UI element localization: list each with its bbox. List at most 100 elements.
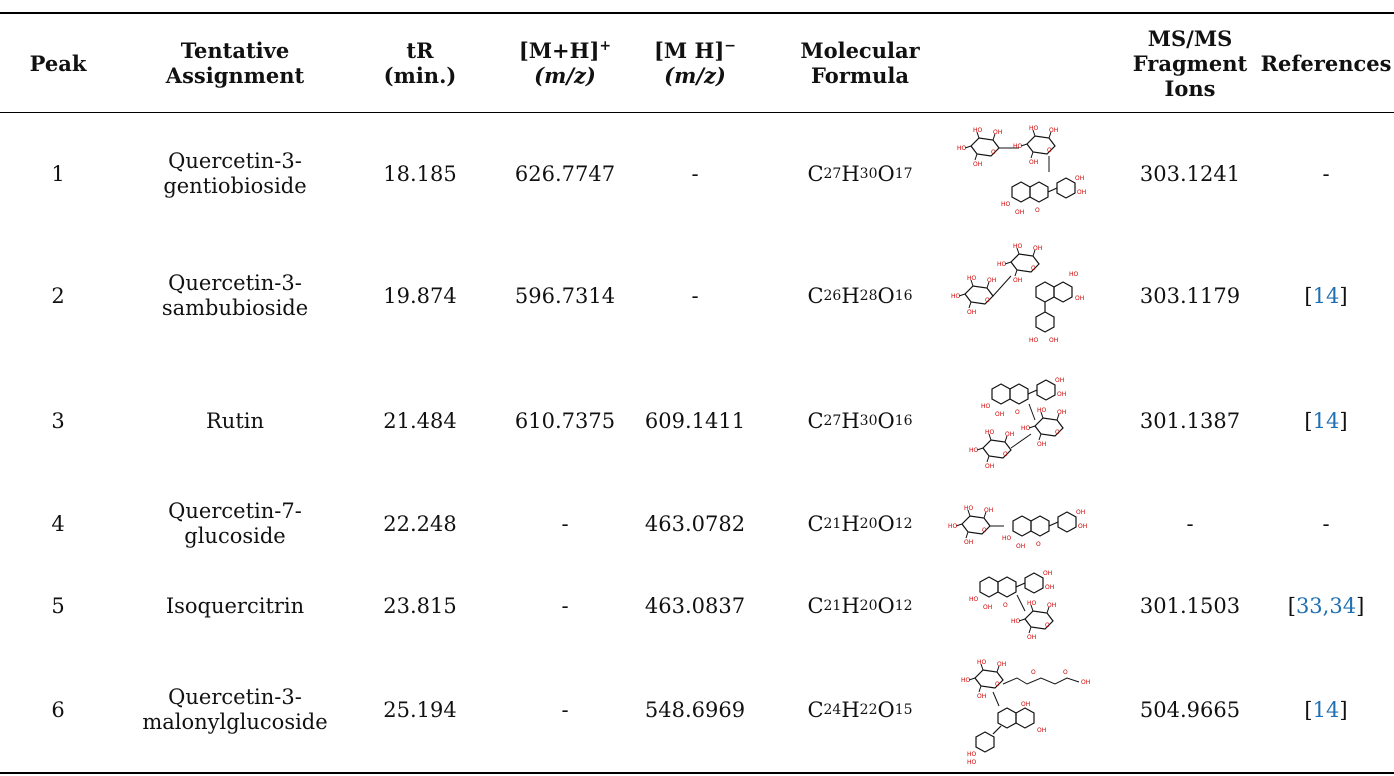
row1-formula: C 27 H 30 O 17 — [807, 161, 913, 186]
row5-reference-link[interactable]: [33,34] — [1287, 593, 1365, 618]
header-assignment: Tentative Assignment — [150, 14, 320, 112]
svg-text:OH: OH — [1081, 679, 1090, 686]
row2-mh-positive: 596.7314 — [514, 283, 616, 308]
table-top-rule — [0, 12, 1394, 14]
row5-tr: 23.815 — [383, 593, 457, 618]
header-mh-positive-line1: [M+H]+ — [519, 38, 611, 63]
row3-peak: 3 — [51, 408, 65, 433]
header-formula-line1: Molecular — [800, 38, 920, 63]
row3-tr: 21.484 — [383, 408, 457, 433]
header-formula: Molecular Formula — [790, 14, 930, 112]
row1-structure-image — [940, 118, 1110, 230]
header-mh-positive-line2: (m/z) — [534, 63, 596, 88]
svg-text:OH: OH — [1049, 337, 1058, 344]
row3-mh-positive: 610.7375 — [514, 408, 616, 433]
header-tr-line1: tR — [406, 38, 434, 63]
row5-references: [33,34] — [1264, 564, 1388, 648]
row1-tr: 18.185 — [383, 161, 457, 186]
header-peak: Peak — [20, 14, 96, 112]
svg-text:O: O — [1063, 669, 1068, 676]
row6-reference-link[interactable]: [14] — [1304, 697, 1348, 722]
row6-mh-negative: 548.6969 — [644, 697, 746, 722]
row1-mh-positive: 626.7747 — [514, 161, 616, 186]
header-msms: MS/MS Fragment Ions — [1120, 14, 1260, 112]
row5-mh-negative: 463.0837 — [644, 593, 746, 618]
row4-references: - — [1322, 511, 1330, 536]
row4-peak: 4 — [51, 511, 65, 536]
row5-msms: 301.1503 — [1139, 593, 1241, 618]
reference-number[interactable]: 14 — [1312, 283, 1340, 308]
header-assignment-line2: Assignment — [165, 63, 305, 88]
svg-text:HO: HO — [967, 759, 977, 766]
row4-mh-negative: 463.0782 — [644, 511, 746, 536]
header-mh-negative-text: [M H] — [653, 38, 725, 63]
row4-assignment: Quercetin-7- glucoside — [150, 486, 320, 562]
reference-number[interactable]: 33,34 — [1295, 593, 1357, 618]
header-mh-positive-charge: + — [599, 38, 612, 54]
reference-number[interactable]: 14 — [1312, 408, 1340, 433]
row1-assignment-line2: gentiobioside — [163, 174, 307, 198]
row2-peak: 2 — [51, 283, 65, 308]
header-msms-line2: Fragment — [1132, 50, 1248, 76]
row4-msms: - — [1186, 511, 1194, 536]
header-mh-negative: [M H]− (m/z) — [640, 14, 750, 112]
row1-references: - — [1322, 161, 1330, 186]
row6-assignment-line1: Quercetin-3- — [168, 685, 302, 709]
row5-peak: 5 — [51, 593, 65, 618]
row6-formula: C 24 H 22 O 15 — [807, 697, 913, 722]
row5-mh-positive: - — [561, 593, 569, 618]
row1-assignment: Quercetin-3- gentiobioside — [150, 118, 320, 230]
header-peak-label: Peak — [29, 50, 87, 76]
header-mh-negative-line1: [M H]− — [654, 38, 736, 63]
svg-text:HO: HO — [967, 751, 977, 758]
header-mh-positive-text: [M+H] — [518, 38, 600, 63]
table-bottom-rule — [0, 772, 1394, 774]
header-formula-line2: Formula — [811, 63, 909, 88]
row2-assignment-line1: Quercetin-3- — [168, 271, 302, 295]
row1-msms: 303.1241 — [1139, 161, 1241, 186]
row6-mh-positive: - — [561, 697, 569, 722]
svg-text:HO: HO — [1029, 337, 1039, 344]
row6-references: [14] — [1264, 650, 1388, 770]
row6-peak: 6 — [51, 697, 65, 722]
row2-formula: C 26 H 28 O 16 — [807, 283, 913, 308]
row1-assignment-line1: Quercetin-3- — [168, 149, 302, 173]
header-tr: tR (min.) — [370, 14, 470, 112]
svg-text:OH: OH — [1037, 727, 1046, 734]
row2-reference-link[interactable]: [14] — [1304, 283, 1348, 308]
svg-text:OH: OH — [1075, 295, 1084, 302]
row3-reference-link[interactable]: [14] — [1304, 408, 1348, 433]
row6-tr: 25.194 — [383, 697, 457, 722]
svg-text:HO: HO — [1069, 271, 1079, 278]
row6-structure-image: O O OH HO HO OH OH — [940, 650, 1110, 770]
row6-assignment-line2: malonylglucoside — [142, 710, 328, 734]
row2-assignment: Quercetin-3- sambubioside — [150, 240, 320, 352]
row4-structure-image — [940, 486, 1110, 562]
row3-assignment: Rutin — [150, 362, 320, 480]
svg-text:O: O — [1031, 669, 1036, 676]
row1-peak: 1 — [51, 161, 65, 186]
row5-structure-image — [940, 564, 1110, 648]
row3-msms: 301.1387 — [1139, 408, 1241, 433]
row2-structure-image: HO OH HO OH — [940, 240, 1110, 352]
row3-references: [14] — [1264, 362, 1388, 480]
header-references: References — [1261, 14, 1392, 112]
row2-assignment-line2: sambubioside — [161, 296, 309, 320]
header-assignment-line1: Tentative — [180, 38, 290, 63]
header-mh-negative-charge: − — [724, 38, 736, 54]
reference-number[interactable]: 14 — [1312, 697, 1340, 722]
row2-references: [14] — [1264, 240, 1388, 352]
table-header-rule — [0, 112, 1394, 113]
row2-msms: 303.1179 — [1139, 283, 1241, 308]
header-msms-line3: Ions — [1164, 75, 1216, 101]
row6-msms: 504.9665 — [1139, 697, 1241, 722]
row6-assignment: Quercetin-3- malonylglucoside — [142, 650, 327, 770]
row5-formula: C 21 H 20 O 12 — [807, 593, 913, 618]
header-tr-line2: (min.) — [383, 63, 457, 88]
svg-text:OH: OH — [1021, 701, 1030, 708]
row3-mh-negative: 609.1411 — [644, 408, 746, 433]
row3-assignment-line1: Rutin — [205, 408, 265, 433]
row4-mh-positive: - — [561, 511, 569, 536]
row3-formula: C 27 H 30 O 16 — [807, 408, 913, 433]
